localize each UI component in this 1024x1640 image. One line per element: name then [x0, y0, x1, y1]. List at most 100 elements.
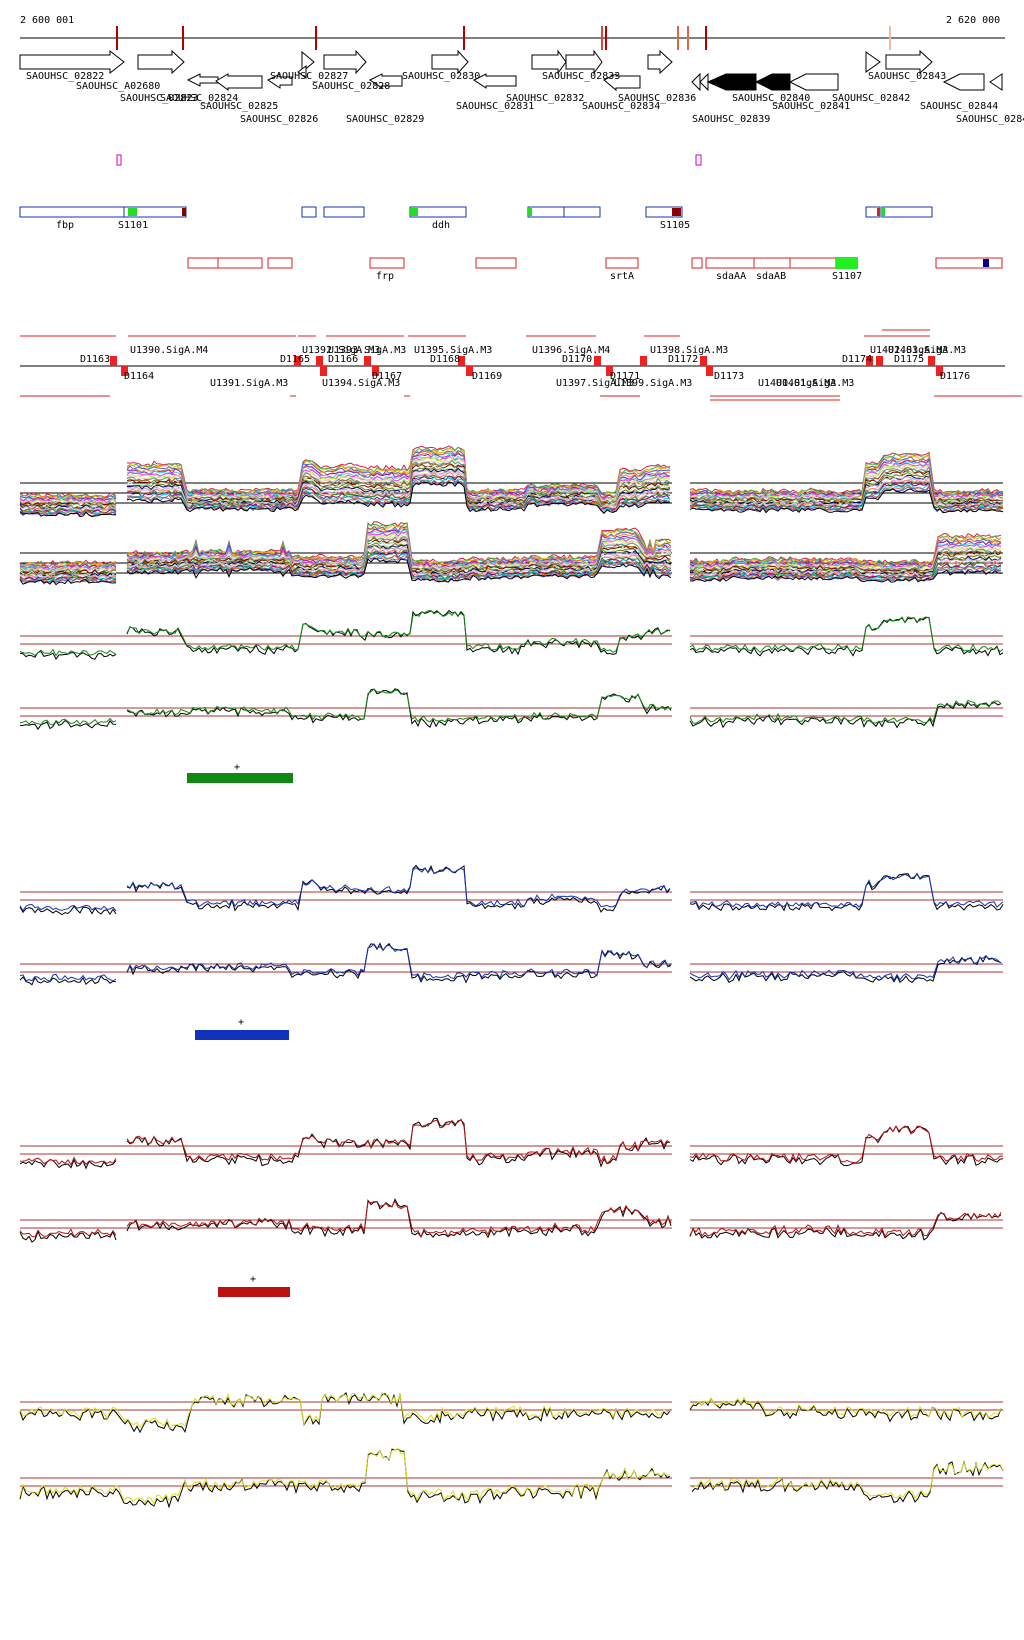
multi-condition-panel — [19, 445, 1004, 518]
feature-box[interactable] — [753, 257, 791, 269]
gene-arrow[interactable] — [19, 49, 125, 75]
expression-tracks — [19, 445, 1004, 1509]
d-label: D1174 — [842, 354, 872, 365]
gene-arrow[interactable] — [565, 49, 603, 75]
tss-marker — [364, 356, 371, 366]
tss-label: U1402.SigA.M3 — [870, 345, 948, 356]
tss-marker — [606, 366, 613, 376]
end-coordinate: 2 620 000 — [946, 15, 1000, 26]
gene-label: SAOUHSC_02829 — [346, 114, 424, 125]
gene-arrow[interactable] — [369, 73, 403, 89]
gene-label: SAOUHSC_02825 — [200, 101, 278, 112]
expression-series — [19, 481, 1004, 518]
feature-box[interactable] — [935, 257, 1003, 269]
gene-label: SAOUHSC_02843 — [868, 71, 946, 82]
condition-series — [19, 609, 1004, 657]
gene-arrow[interactable] — [788, 73, 839, 91]
green-condition-bar[interactable] — [187, 773, 293, 783]
feature-box[interactable] — [789, 257, 837, 269]
feature-box[interactable] — [323, 206, 365, 218]
feature-box[interactable] — [217, 257, 263, 269]
gene-arrow[interactable] — [754, 73, 791, 91]
reference-series — [19, 1392, 1002, 1434]
plus-sign: + — [238, 1017, 244, 1028]
feature-box[interactable] — [563, 206, 601, 218]
feature-box[interactable] — [705, 257, 755, 269]
multi-condition-panel — [19, 521, 1003, 586]
tss-marker — [640, 356, 647, 366]
magenta-marker[interactable] — [695, 154, 702, 166]
feature-box[interactable] — [881, 206, 933, 218]
feature-box[interactable] — [475, 257, 517, 269]
tss-marker — [706, 366, 713, 376]
gene-track: SAOUHSC_02822 SAOUHSC_A02680 SAOUHSC_028… — [19, 49, 1024, 125]
gene-arrow[interactable] — [603, 73, 641, 92]
feature-box[interactable] — [267, 257, 293, 269]
feature-box[interactable] — [369, 257, 405, 269]
feature-box[interactable] — [605, 257, 639, 269]
tss-marker — [110, 356, 117, 366]
blue-condition-bar[interactable] — [195, 1030, 289, 1040]
gene-arrow[interactable] — [215, 73, 263, 91]
gene-arrow[interactable] — [323, 49, 367, 75]
d-label: D1175 — [894, 354, 924, 365]
gene-arrow[interactable] — [706, 73, 757, 91]
tss-label: U1403.SigA.M3 — [888, 345, 966, 356]
condition-series — [19, 1118, 1004, 1166]
tss-marker — [458, 356, 465, 366]
gene-arrow[interactable] — [186, 73, 219, 87]
gene-arrow[interactable] — [297, 65, 307, 79]
gene-label: SAOUHSC_02831 — [456, 101, 534, 112]
feature-box[interactable] — [691, 257, 703, 269]
gene-label: SAOUHSC_02836 — [618, 93, 696, 104]
condition-bar-red: + — [218, 1274, 290, 1297]
gene-label: SAOUHSC_02839 — [692, 114, 770, 125]
plus-sign: + — [250, 1274, 256, 1285]
feature-box[interactable] — [301, 206, 317, 218]
feature-box[interactable] — [187, 257, 219, 269]
feature-box[interactable] — [527, 206, 565, 218]
feature-block — [410, 208, 418, 216]
d-label: D1171 — [610, 371, 640, 382]
gene-arrow[interactable] — [267, 73, 293, 89]
red-panel-top — [19, 1117, 1004, 1170]
gene-arrow[interactable] — [647, 49, 673, 75]
feature-label: S1101 — [118, 220, 148, 231]
gene-arrow[interactable] — [942, 73, 985, 91]
tss-label: U1391.SigA.M3 — [210, 378, 288, 389]
feature-block — [983, 259, 989, 267]
d-label: D1173 — [714, 371, 744, 382]
gene-arrow[interactable] — [531, 49, 567, 75]
yellow-panel-bottom — [19, 1447, 1004, 1509]
gene-arrow[interactable] — [691, 72, 701, 92]
feature-block — [182, 208, 186, 216]
gene-arrow[interactable] — [473, 73, 517, 89]
red-feature-track: frp srtA sdaAA sdaAB S1107 — [187, 257, 1003, 282]
gene-arrow[interactable] — [989, 73, 1003, 91]
magenta-marker[interactable] — [116, 154, 122, 166]
condition-bar-blue: + — [195, 1017, 289, 1040]
feature-label: S1105 — [660, 220, 690, 231]
gene-label: SAOUHSC_02833 — [542, 71, 620, 82]
feature-box[interactable] — [409, 206, 467, 218]
gene-arrow[interactable] — [865, 51, 881, 73]
tss-marker — [928, 356, 935, 366]
reference-series — [19, 1448, 1004, 1509]
d-label: D1165 — [280, 354, 310, 365]
gene-arrow[interactable] — [431, 49, 469, 75]
coordinate-ruler: 2 600 001 2 620 000 — [20, 15, 1005, 50]
feature-block — [882, 208, 885, 216]
d-label: D1172 — [668, 354, 698, 365]
gene-arrow[interactable] — [885, 49, 933, 75]
feature-box[interactable] — [645, 206, 683, 218]
tss-label: U1394.SigA.M3 — [322, 378, 400, 389]
condition-series — [19, 1391, 1002, 1429]
tss-label: U1398.SigA.M3 — [650, 345, 728, 356]
tss-marker — [372, 366, 379, 376]
feature-box[interactable] — [19, 206, 125, 218]
condition-series — [19, 867, 1004, 912]
red-condition-bar[interactable] — [218, 1287, 290, 1297]
plus-sign: + — [234, 762, 240, 773]
gene-arrow[interactable] — [137, 49, 185, 75]
